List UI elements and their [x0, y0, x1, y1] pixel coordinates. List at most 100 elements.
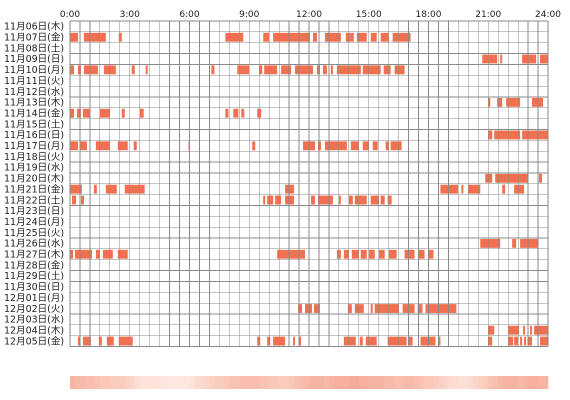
activity-segment: [390, 141, 402, 151]
heat-cell: [418, 376, 424, 389]
activity-segment: [317, 141, 321, 151]
activity-segment: [370, 32, 377, 42]
heat-cell: [353, 376, 360, 389]
activity-segment: [264, 65, 278, 75]
day-label: 12月01日(月): [4, 293, 64, 304]
day-label: 11月29日(土): [4, 270, 64, 282]
activity-segment: [237, 65, 250, 75]
heat-cell: [428, 376, 434, 389]
activity-segment: [362, 65, 381, 75]
heat-cell: [294, 376, 300, 389]
heat-cell: [304, 376, 310, 389]
heat-cell: [453, 376, 459, 389]
day-label: 11月17日(月): [4, 141, 64, 152]
activity-segment: [495, 173, 529, 183]
heat-cell: [104, 376, 111, 389]
activity-segment: [523, 325, 526, 335]
activity-segment: [514, 336, 519, 346]
heat-cell: [503, 376, 509, 389]
activity-segment: [106, 336, 114, 346]
activity-segment: [512, 239, 517, 248]
activity-segment: [118, 336, 133, 346]
activity-segment: [70, 65, 74, 75]
activity-segment: [338, 195, 341, 205]
activity-segment: [299, 336, 302, 346]
activity-segment: [322, 65, 327, 75]
day-label: 11月18日(火): [4, 152, 64, 163]
heat-cell: [114, 376, 121, 389]
heat-cell: [468, 376, 474, 389]
heat-cell: [139, 376, 145, 389]
activity-segment: [438, 336, 441, 346]
activity-segment: [70, 141, 78, 151]
day-label: 11月09日(日): [4, 54, 64, 65]
activity-segment: [497, 97, 503, 107]
activity-segment: [298, 304, 303, 313]
hour-tick-label: 3:00: [120, 10, 140, 20]
activity-segment: [370, 304, 373, 313]
heat-cell: [368, 376, 375, 389]
heat-cell: [144, 376, 150, 389]
activity-segment: [343, 249, 349, 259]
heat-cell: [333, 376, 340, 389]
activity-segment: [480, 239, 501, 248]
heat-cell: [84, 376, 91, 389]
activity-segment: [351, 249, 359, 259]
activity-segment: [305, 304, 312, 313]
activity-segment: [330, 65, 333, 75]
day-label: 11月16日(日): [4, 130, 64, 141]
activity-segment: [360, 249, 367, 259]
heat-cell: [174, 376, 180, 389]
heat-cell: [274, 376, 280, 389]
day-label: 11月22日(土): [4, 194, 64, 206]
activity-segment: [380, 195, 385, 205]
heat-cell: [169, 376, 175, 389]
heat-cell: [443, 376, 449, 389]
heat-cell: [239, 376, 245, 389]
hour-tick-label: 12:00: [296, 10, 322, 20]
activity-segment: [82, 108, 90, 118]
activity-segment: [124, 184, 145, 194]
activity-segment: [494, 130, 521, 140]
hour-tick-label: 0:00: [60, 10, 80, 20]
activity-segment: [485, 173, 493, 183]
activity-segment: [440, 184, 459, 194]
heat-cell: [244, 376, 250, 389]
activity-segment: [387, 195, 392, 205]
activity-segment: [345, 32, 351, 42]
activity-segment: [383, 65, 391, 75]
activity-segment: [267, 195, 274, 205]
activity-segment: [343, 336, 356, 346]
activity-segment: [74, 249, 92, 259]
heat-cell: [413, 376, 419, 389]
grid-lines: [69, 20, 549, 347]
day-label: 11月06日(木): [4, 21, 64, 33]
heat-cell: [99, 376, 106, 389]
activity-segment: [520, 239, 539, 248]
activity-segment: [80, 195, 84, 205]
heat-cell: [343, 376, 350, 389]
activity-segment: [348, 195, 353, 205]
activity-segment: [428, 249, 434, 259]
heat-cell: [513, 376, 519, 389]
day-label: 11月19日(水): [4, 162, 64, 174]
day-label: 11月30日(日): [4, 282, 64, 293]
activity-segment: [540, 54, 548, 64]
heat-cell: [458, 376, 464, 389]
day-label: 11月27日(木): [4, 249, 64, 261]
activity-segment: [539, 173, 543, 183]
activity-segment: [534, 325, 548, 335]
activity-segment: [295, 65, 313, 75]
activity-segment: [528, 336, 533, 346]
activity-segment: [359, 336, 363, 346]
day-label: 11月11日(火): [4, 76, 64, 87]
activity-segment: [392, 32, 411, 42]
heat-cell: [234, 376, 240, 389]
activity-segment: [241, 108, 245, 118]
heat-cell: [483, 376, 489, 389]
heat-cell: [284, 376, 290, 389]
activity-segment: [508, 336, 514, 346]
heat-cell: [254, 376, 260, 389]
activity-segment: [211, 65, 215, 75]
